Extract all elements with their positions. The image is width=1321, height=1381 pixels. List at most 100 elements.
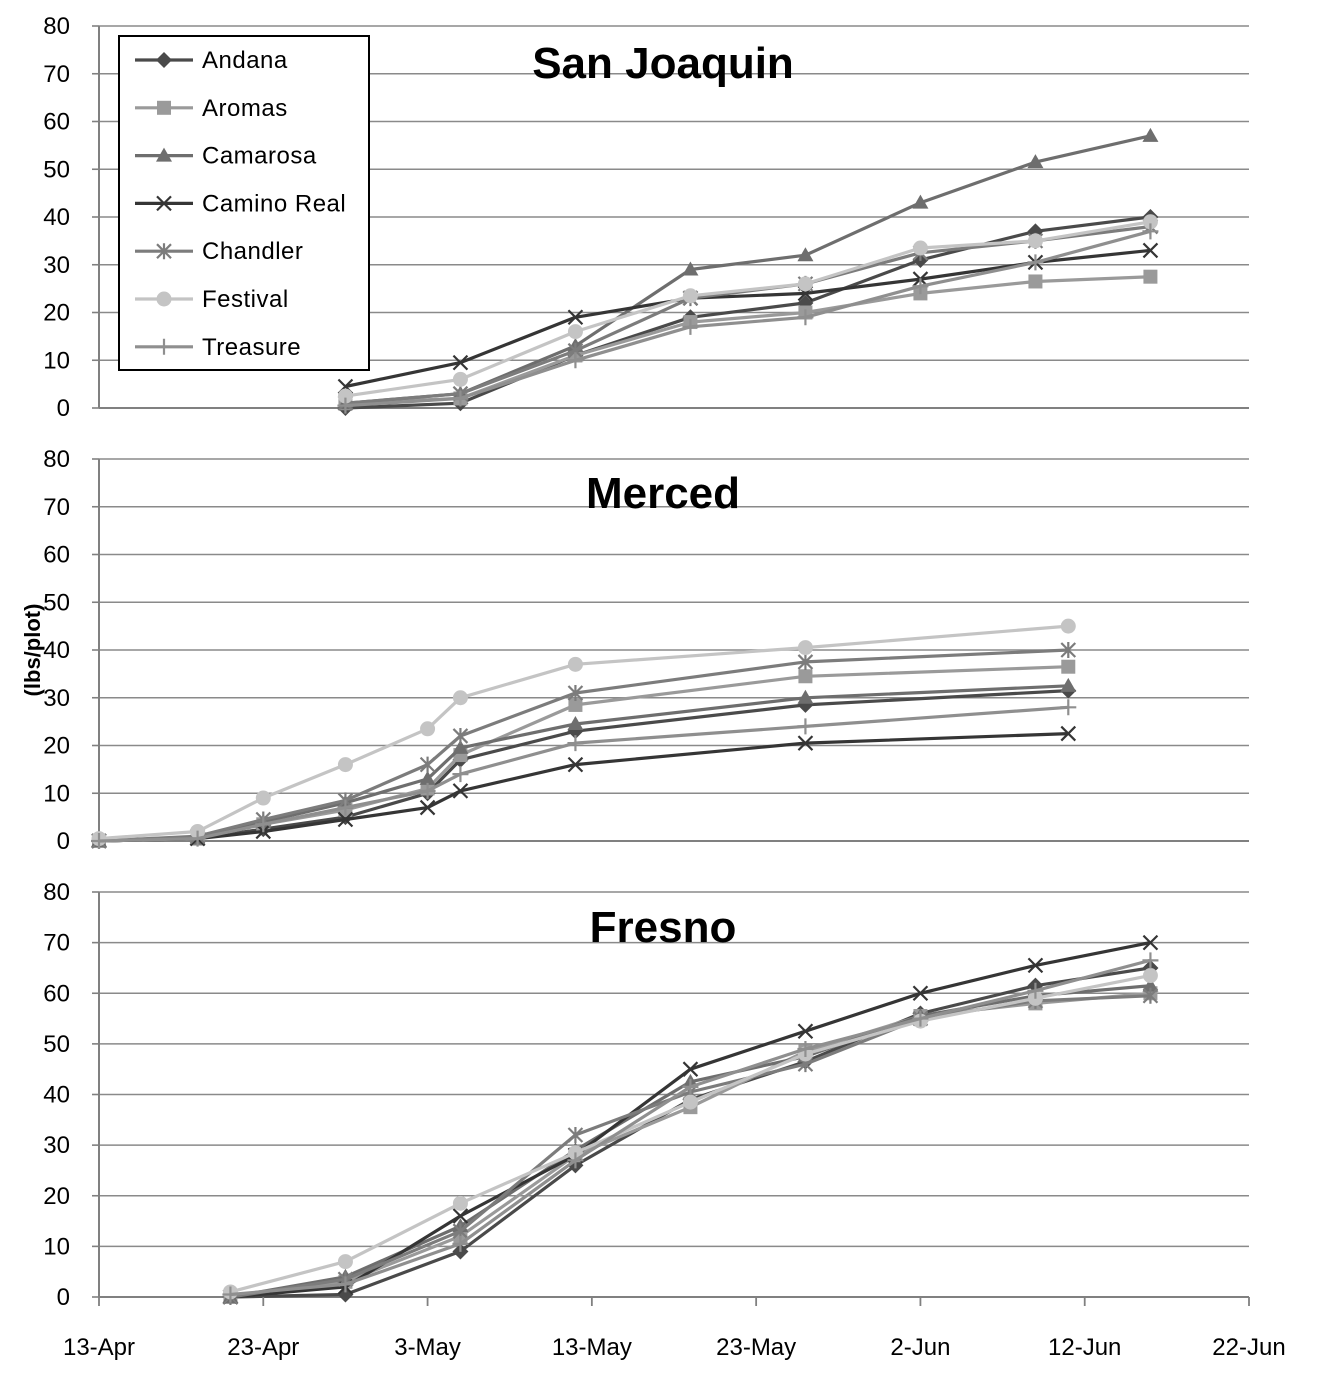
data-point bbox=[420, 721, 436, 737]
y-tick-label: 40 bbox=[43, 637, 70, 664]
data-point bbox=[797, 653, 814, 670]
data-point bbox=[567, 1152, 584, 1169]
data-point bbox=[1027, 233, 1043, 249]
x-tick-label: 2-Jun bbox=[890, 1334, 950, 1361]
data-point bbox=[452, 354, 469, 371]
data-point bbox=[1142, 987, 1159, 1004]
panel-title: Fresno bbox=[590, 903, 737, 952]
data-point bbox=[567, 735, 584, 752]
y-tick-label: 70 bbox=[43, 494, 70, 521]
series-line-treasure bbox=[345, 229, 1151, 408]
x-tick-label: 13-Apr bbox=[63, 1334, 135, 1361]
data-point bbox=[1060, 642, 1077, 658]
data-point bbox=[452, 739, 469, 754]
legend-marker bbox=[156, 338, 172, 355]
y-tick-label: 0 bbox=[57, 395, 70, 422]
data-point bbox=[452, 690, 468, 706]
panel-fresno: 0 10 20 30 40 50 60 70 80 Fresno bbox=[43, 879, 1249, 1311]
series-aromas bbox=[92, 659, 1076, 848]
legend-marker bbox=[156, 291, 172, 307]
panel-merced: 0 10 20 30 40 50 60 70 80 Merced bbox=[43, 446, 1249, 855]
data-point bbox=[337, 757, 353, 773]
data-point bbox=[452, 390, 469, 407]
y-tick-label: 60 bbox=[43, 542, 70, 569]
data-point bbox=[1142, 934, 1159, 951]
data-point bbox=[1027, 154, 1044, 169]
data-point bbox=[912, 278, 929, 295]
x-tick-label: 23-Apr bbox=[227, 1334, 299, 1361]
legend-marker bbox=[156, 243, 172, 260]
legend-item-treasure: Treasure bbox=[135, 334, 301, 361]
y-axis-label: (lbs/plot) bbox=[20, 604, 45, 697]
y-tick-label: 60 bbox=[43, 109, 70, 136]
data-point bbox=[1142, 214, 1158, 230]
series-line-chandler bbox=[230, 994, 1151, 1299]
data-point bbox=[419, 799, 436, 816]
data-point bbox=[337, 1276, 354, 1293]
legend-label: Andana bbox=[202, 47, 288, 74]
series-line-festival bbox=[229, 973, 1151, 1294]
legend: Andana Aromas Camarosa Camino Real Chandler F… bbox=[118, 35, 370, 371]
series-line-festival bbox=[345, 220, 1151, 398]
data-point bbox=[798, 669, 813, 684]
legend-item-camarosa: Camarosa bbox=[135, 143, 316, 170]
data-point bbox=[1143, 269, 1158, 284]
data-point bbox=[452, 783, 469, 799]
data-point bbox=[682, 318, 699, 335]
legend-marker bbox=[156, 52, 172, 68]
y-tick-label: 60 bbox=[43, 980, 70, 1007]
data-point bbox=[797, 309, 814, 326]
legend-label: Aromas bbox=[202, 95, 288, 122]
x-tick-label: 13-May bbox=[552, 1334, 632, 1361]
y-tick-label: 30 bbox=[43, 1132, 70, 1159]
series-line-andana bbox=[230, 966, 1151, 1299]
data-point bbox=[337, 1254, 353, 1270]
y-tick-label: 50 bbox=[43, 156, 70, 183]
legend-item-aromas: Aromas bbox=[135, 95, 288, 122]
series-chandler bbox=[222, 987, 1159, 1305]
y-tick-label: 50 bbox=[43, 1031, 70, 1058]
data-point bbox=[1060, 699, 1077, 716]
data-point bbox=[255, 790, 271, 806]
series-line-treasure bbox=[230, 958, 1151, 1297]
data-point bbox=[568, 697, 583, 712]
data-point bbox=[912, 240, 928, 256]
y-tick-label: 80 bbox=[43, 446, 70, 473]
series-treasure bbox=[91, 699, 1077, 849]
x-tick-label: 23-May bbox=[716, 1334, 796, 1361]
x-tick-label: 22-Jun bbox=[1212, 1334, 1285, 1361]
y-tick-label: 10 bbox=[43, 1233, 70, 1260]
data-point bbox=[797, 247, 814, 262]
data-point bbox=[567, 1127, 584, 1143]
data-point bbox=[1142, 968, 1158, 984]
data-point bbox=[567, 716, 584, 731]
y-tick-label: 70 bbox=[43, 61, 70, 88]
series-line-andana bbox=[98, 689, 1069, 843]
x-tick-label: 12-Jun bbox=[1048, 1334, 1121, 1361]
y-tick-label: 30 bbox=[43, 252, 70, 279]
y-tick-label: 20 bbox=[43, 733, 70, 760]
y-tick-label: 70 bbox=[43, 930, 70, 957]
data-point bbox=[419, 756, 436, 773]
data-point bbox=[1060, 725, 1077, 742]
data-point bbox=[222, 1286, 239, 1303]
data-point bbox=[682, 261, 699, 276]
y-tick-label: 40 bbox=[43, 1082, 70, 1109]
legend-item-andana: Andana bbox=[135, 47, 288, 74]
legend-item-festival: Festival bbox=[135, 286, 289, 313]
data-point bbox=[1027, 982, 1044, 999]
legend-marker bbox=[156, 195, 172, 212]
series-festival bbox=[91, 618, 1076, 847]
data-point bbox=[567, 656, 583, 672]
series-festival bbox=[337, 214, 1158, 404]
data-point bbox=[452, 1235, 469, 1252]
legend-item-chandler: Chandler bbox=[135, 238, 303, 265]
data-point bbox=[255, 816, 272, 833]
data-point bbox=[682, 1061, 699, 1077]
series-line-andana bbox=[345, 215, 1151, 410]
data-point bbox=[797, 1023, 814, 1039]
data-point bbox=[1060, 677, 1077, 692]
data-point bbox=[682, 1094, 698, 1110]
legend-label: Festival bbox=[202, 286, 289, 313]
